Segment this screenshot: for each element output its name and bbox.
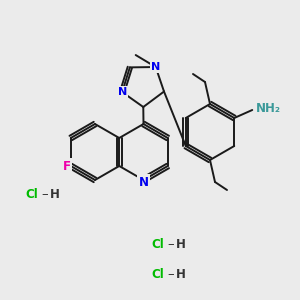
Text: H: H	[176, 268, 186, 281]
Text: N: N	[139, 176, 148, 188]
Text: N: N	[151, 62, 160, 72]
Text: Cl: Cl	[152, 238, 164, 251]
Text: Cl: Cl	[26, 188, 38, 202]
Text: N: N	[118, 87, 127, 97]
Text: –: –	[168, 238, 174, 251]
Text: F: F	[63, 160, 71, 172]
Text: Cl: Cl	[152, 268, 164, 281]
Text: H: H	[176, 238, 186, 251]
Text: NH₂: NH₂	[256, 101, 281, 115]
Text: –: –	[168, 268, 174, 281]
Text: –: –	[42, 188, 48, 202]
Text: H: H	[50, 188, 60, 202]
